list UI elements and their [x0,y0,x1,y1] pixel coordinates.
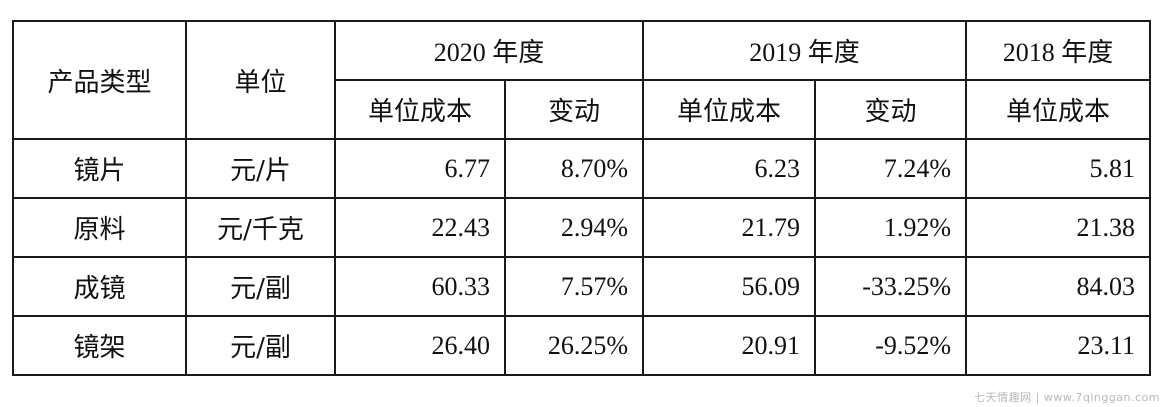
table-row: 成镜 元/副 60.33 7.57% 56.09 -33.25% 84.03 [12,256,1152,317]
header-year-2019: 2019 年度 [642,20,968,81]
table-row: 镜架 元/副 26.40 26.25% 20.91 -9.52% 23.11 [12,315,1152,376]
cell-cost-2019: 20.91 [642,315,817,376]
cell-product: 镜片 [12,138,187,199]
cell-product: 成镜 [12,256,187,317]
cell-cost-2018: 5.81 [965,138,1152,199]
cell-change-2019: 1.92% [814,197,968,258]
cell-unit: 元/片 [185,138,336,199]
cell-change-2020: 26.25% [503,315,645,376]
cell-change-2019: -33.25% [814,256,968,317]
cell-change-2019: -9.52% [814,315,968,376]
cell-change-2019: 7.24% [814,138,968,199]
cell-unit: 元/副 [185,256,336,317]
cell-unit: 元/副 [185,315,336,376]
header-year-2020: 2020 年度 [333,20,645,81]
cell-cost-2020: 60.33 [334,256,506,317]
cell-change-2020: 7.57% [503,256,645,317]
cell-cost-2019: 21.79 [642,197,817,258]
table-row: 镜片 元/片 6.77 8.70% 6.23 7.24% 5.81 [12,138,1152,199]
cell-cost-2018: 84.03 [965,256,1152,317]
header-product-type: 产品类型 [12,20,187,140]
table-row: 原料 元/千克 22.43 2.94% 21.79 1.92% 21.38 [12,197,1152,258]
cell-change-2020: 2.94% [503,197,645,258]
header-row-sub: 单位成本 变动 单位成本 变动 单位成本 [13,79,1152,140]
cell-cost-2020: 6.77 [334,138,506,199]
cell-cost-2019: 56.09 [642,256,817,317]
cell-unit: 元/千克 [185,197,336,258]
header-unit: 单位 [185,20,336,140]
cell-change-2020: 8.70% [503,138,645,199]
header-row-years: 产品类型 单位 2020 年度 2019 年度 2018 年度 [12,20,1152,140]
header-2019-change: 变动 [814,79,968,140]
header-2019-unit-cost: 单位成本 [642,79,817,140]
cell-product: 原料 [12,197,187,258]
header-year-2018: 2018 年度 [965,20,1152,81]
unit-cost-table: 产品类型 单位 2020 年度 2019 年度 2018 年度 单位成本 变动 … [12,20,1152,376]
header-2018-unit-cost: 单位成本 [965,79,1152,140]
cell-cost-2020: 22.43 [334,197,506,258]
header-2020-change: 变动 [503,79,645,140]
cell-product: 镜架 [12,315,187,376]
cell-cost-2018: 23.11 [965,315,1152,376]
cell-cost-2018: 21.38 [965,197,1152,258]
cell-cost-2020: 26.40 [334,315,506,376]
header-2020-unit-cost: 单位成本 [334,79,506,140]
cell-cost-2019: 6.23 [642,138,817,199]
watermark-text: 七天情趣网 | www.7qinggan.com [974,391,1160,404]
